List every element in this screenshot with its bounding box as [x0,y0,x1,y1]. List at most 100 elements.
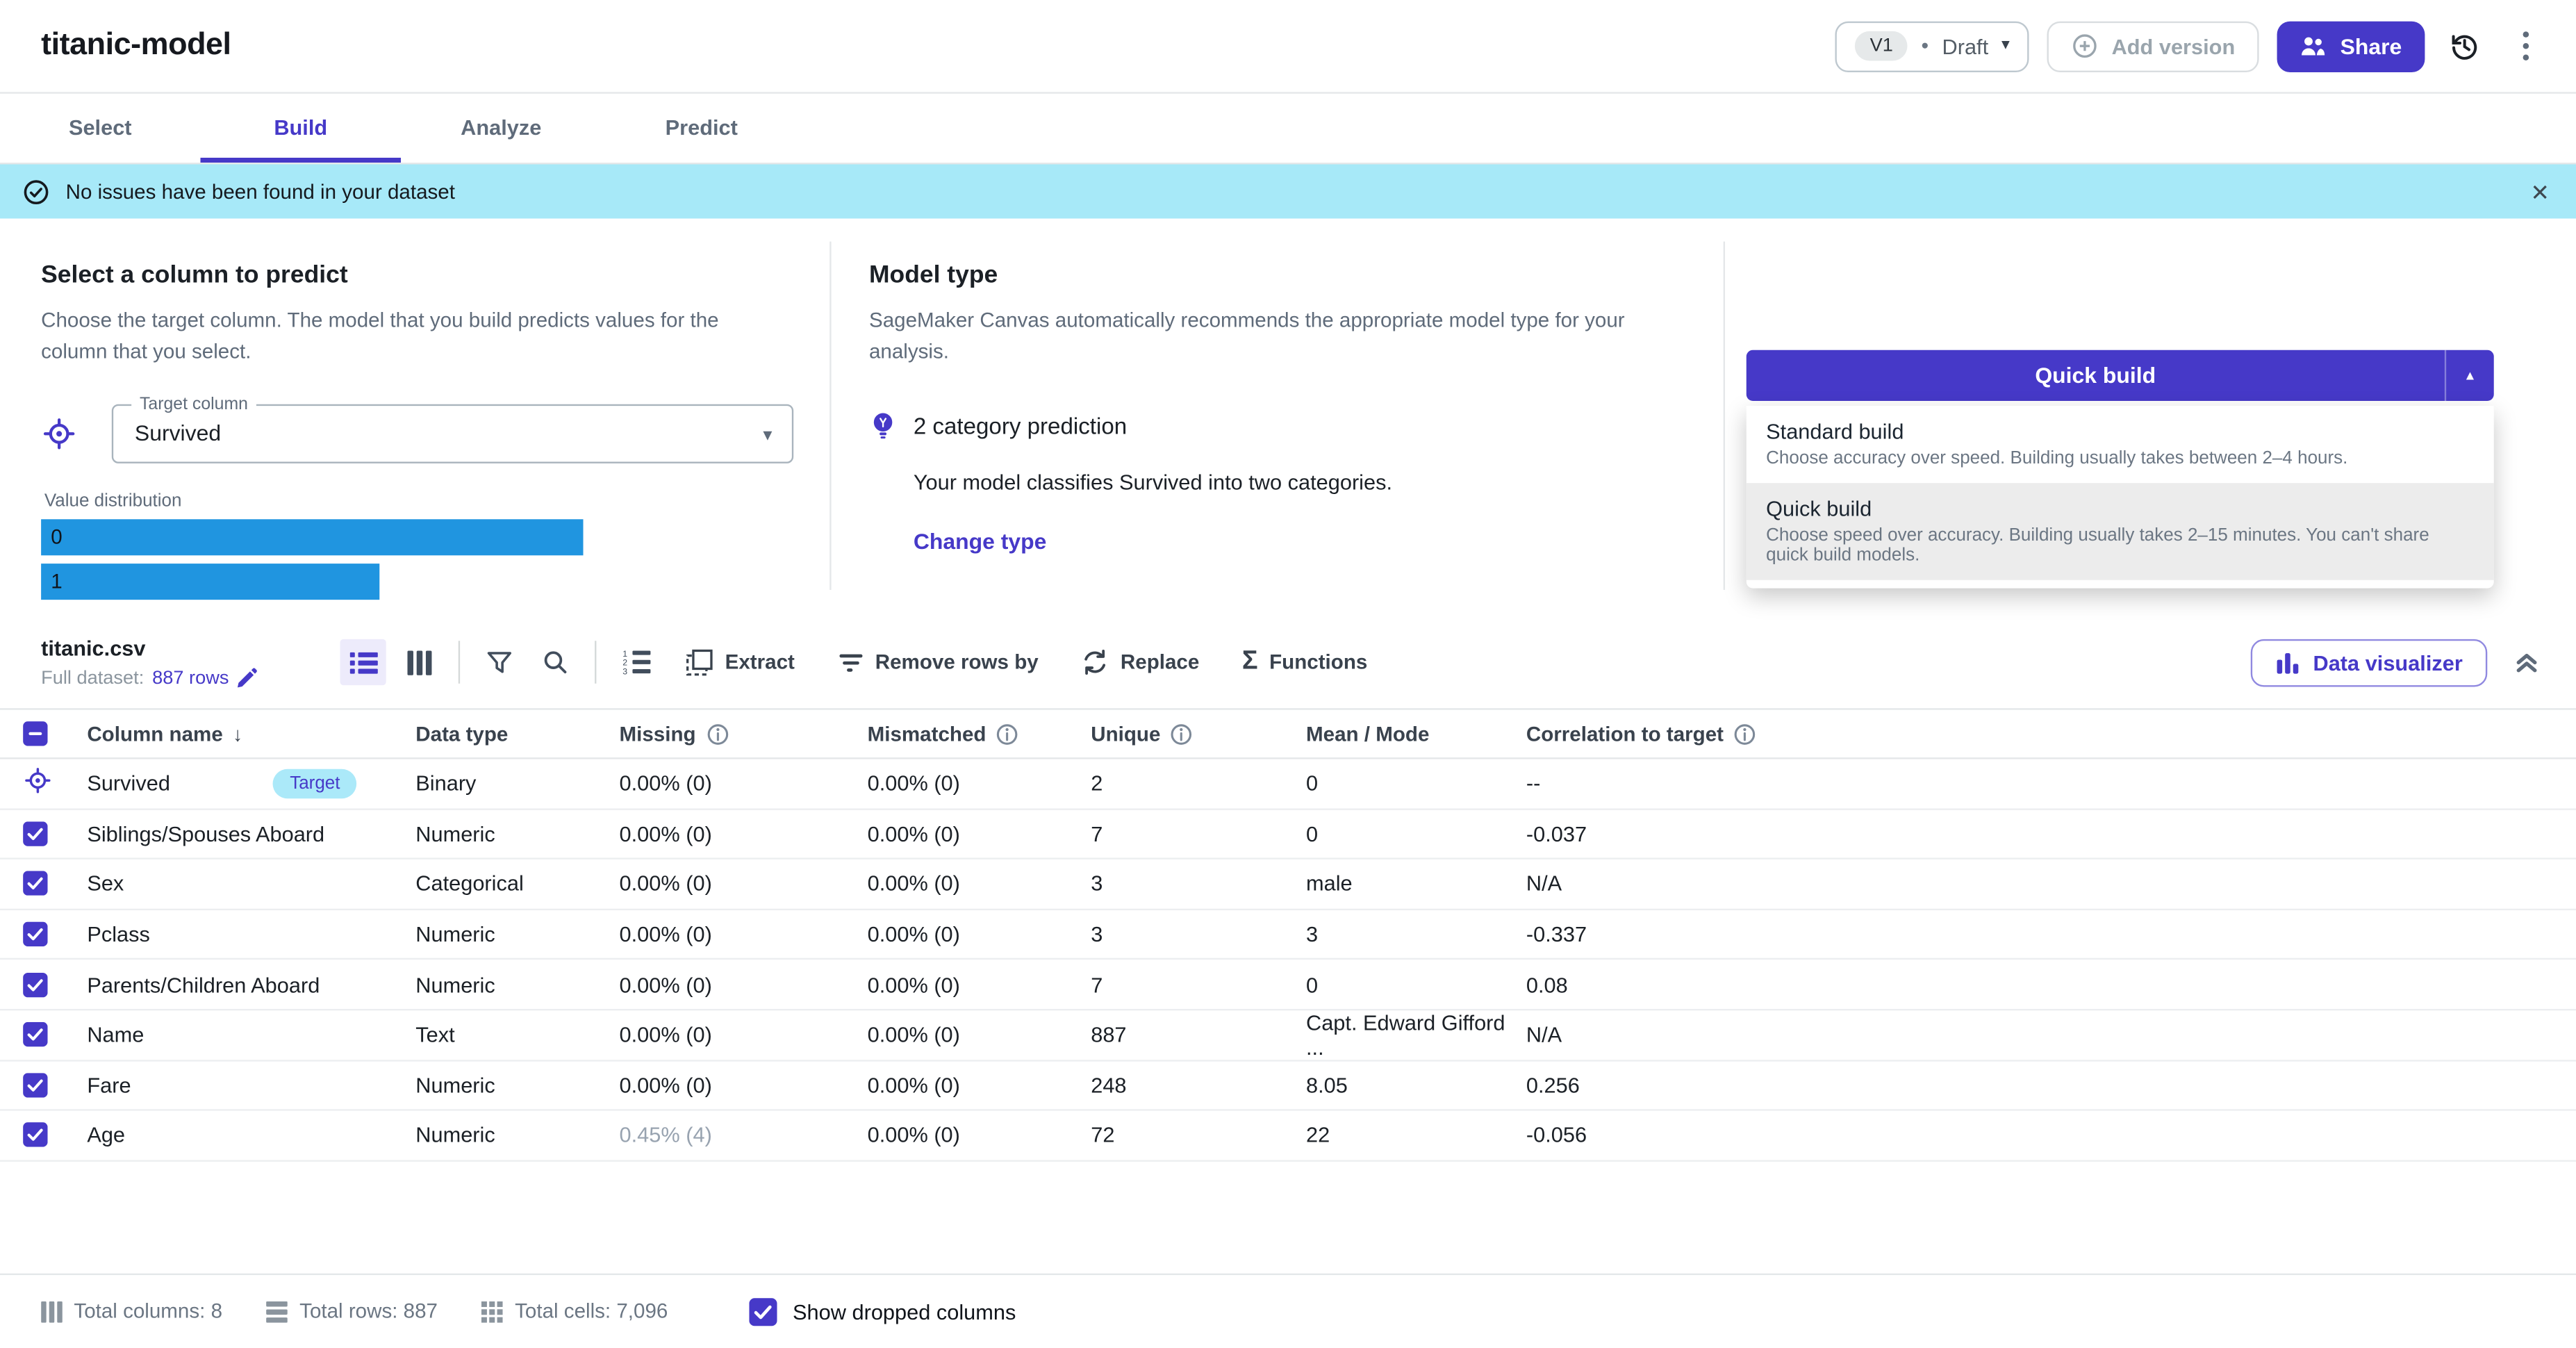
table-row: Fare Numeric 0.00% (0) 0.00% (0) 248 8.0… [0,1061,2576,1111]
history-icon[interactable] [2443,24,2485,67]
row-checkbox[interactable] [23,821,48,846]
rows-count-link[interactable]: 887 rows [152,668,229,688]
share-label: Share [2340,33,2402,58]
unique-cell: 3 [1091,921,1103,947]
missing-cell: 0.00% (0) [619,771,712,796]
sigma-icon: Σ [1241,647,1258,675]
grid-view-icon[interactable] [397,639,443,685]
extract-button[interactable]: Extract [669,638,811,687]
target-badge: Target [273,768,357,798]
page-title: titanic-model [41,28,231,63]
data-type-cell: Numeric [415,921,495,947]
correlation-cell: -0.037 [1526,821,1587,846]
version-selector[interactable]: V1 ● Draft ▾ [1835,20,2030,72]
tab-select[interactable]: Select [68,115,132,140]
info-icon[interactable] [1171,722,1194,745]
header-correlation[interactable]: Correlation to target [1526,722,2576,745]
column-name-cell: Age [87,1123,126,1148]
info-icon[interactable] [996,722,1019,745]
edit-pencil-icon[interactable] [237,667,258,689]
target-column-select[interactable]: Target column Survived ▾ [111,393,794,463]
row-checkbox[interactable] [23,1072,48,1098]
header-mean-mode[interactable]: Mean / Mode [1306,722,1430,746]
menu-item-quick-build[interactable]: Quick build Choose speed over accuracy. … [1746,483,2494,580]
row-checkbox[interactable] [23,1123,48,1148]
mismatched-cell: 0.00% (0) [867,921,960,947]
replace-button[interactable]: Replace [1065,638,1216,687]
show-dropped-label: Show dropped columns [793,1299,1016,1324]
svg-text:1: 1 [622,649,627,659]
show-dropped-columns-toggle: Show dropped columns [748,1297,1016,1326]
show-dropped-checkbox[interactable] [748,1297,777,1326]
row-checkbox[interactable] [23,1023,48,1048]
target-icon [41,416,77,452]
add-version-label: Add version [2111,33,2236,58]
close-icon[interactable]: ✕ [2530,178,2550,205]
row-checkbox[interactable] [23,871,48,896]
panel-divider [829,241,832,590]
menu-item-standard-build[interactable]: Standard build Choose accuracy over spee… [1747,406,2494,483]
table-row: Pclass Numeric 0.00% (0) 0.00% (0) 3 3 -… [0,910,2576,960]
model-type-detail: Your model classifies Survived into two … [913,469,1393,495]
unique-cell: 72 [1091,1123,1115,1148]
search-icon[interactable] [533,639,579,685]
functions-label: Functions [1269,650,1368,674]
header-data-type[interactable]: Data type [415,722,509,746]
missing-cell: 0.00% (0) [619,871,712,896]
target-column-panel: Select a column to predict Choose the ta… [41,261,794,600]
tab-analyze[interactable]: Analyze [461,115,542,140]
table-row: Survived Target Binary 0.00% (0) 0.00% (0… [0,759,2576,809]
table-footer: Total columns: 8 Total rows: 887 Total c… [0,1273,2576,1348]
kebab-menu-icon[interactable] [2504,24,2546,67]
row-checkbox[interactable] [23,921,48,947]
mismatched-cell: 0.00% (0) [867,1123,960,1148]
remove-rows-button[interactable]: Remove rows by [821,638,1055,687]
mean-mode-cell: 22 [1306,1123,1330,1148]
select-all-checkbox[interactable] [23,721,48,746]
chevron-up-icon[interactable]: ▲ [2444,350,2494,402]
table-row: Name Text 0.00% (0) 0.00% (0) 887 Capt. … [0,1010,2576,1061]
filter-icon[interactable] [477,639,523,685]
correlation-cell: -0.056 [1526,1123,1587,1148]
tab-predict[interactable]: Predict [665,115,738,140]
header-missing[interactable]: Missing [620,722,868,745]
people-icon [2301,33,2327,58]
tab-build[interactable]: Build [201,94,402,163]
info-icon[interactable] [706,722,729,745]
change-type-link[interactable]: Change type [913,528,1047,554]
bar-label: 0 [51,525,63,549]
row-checkbox[interactable] [23,972,48,997]
add-version-button[interactable]: Add version [2047,20,2260,72]
header-mismatched[interactable]: Mismatched [868,722,1091,745]
unique-cell: 887 [1091,1023,1127,1048]
mismatched-cell: 0.00% (0) [867,771,960,796]
collapse-double-chevron-icon[interactable] [2513,649,2540,675]
menu-item-description: Choose accuracy over speed. Building usu… [1766,448,2348,468]
mismatched-cell: 0.00% (0) [867,972,960,997]
panel-divider [1723,241,1726,590]
total-columns-stat: Total columns: 8 [41,1300,222,1323]
data-visualizer-button[interactable]: Data visualizer [2250,638,2488,687]
data-type-cell: Categorical [415,871,524,896]
workflow-tabs: Select Build Analyze Predict [0,94,2576,165]
data-type-cell: Numeric [415,1072,495,1098]
svg-text:2: 2 [622,658,627,668]
header-unique[interactable]: Unique [1091,722,1306,745]
missing-cell: 0.00% (0) [619,821,712,846]
lightbulb-icon [869,411,897,442]
toolbar-divider [595,641,597,684]
header-column-name[interactable]: Column name ↓ [87,722,243,746]
build-button[interactable]: Quick build ▲ [1746,350,2494,402]
list-view-icon[interactable] [340,639,387,686]
plus-circle-icon [2072,33,2099,59]
column-name-cell: Fare [87,1072,131,1098]
info-icon[interactable] [1733,722,1756,745]
topbar-actions: V1 ● Draft ▾ Add version Share [1835,20,2546,72]
functions-button[interactable]: Σ Functions [1225,638,1384,687]
share-button[interactable]: Share [2277,20,2425,72]
missing-cell: 0.45% (4) [619,1123,712,1148]
chevron-down-icon: ▾ [2001,36,2010,55]
mean-mode-cell: 0 [1306,972,1319,997]
